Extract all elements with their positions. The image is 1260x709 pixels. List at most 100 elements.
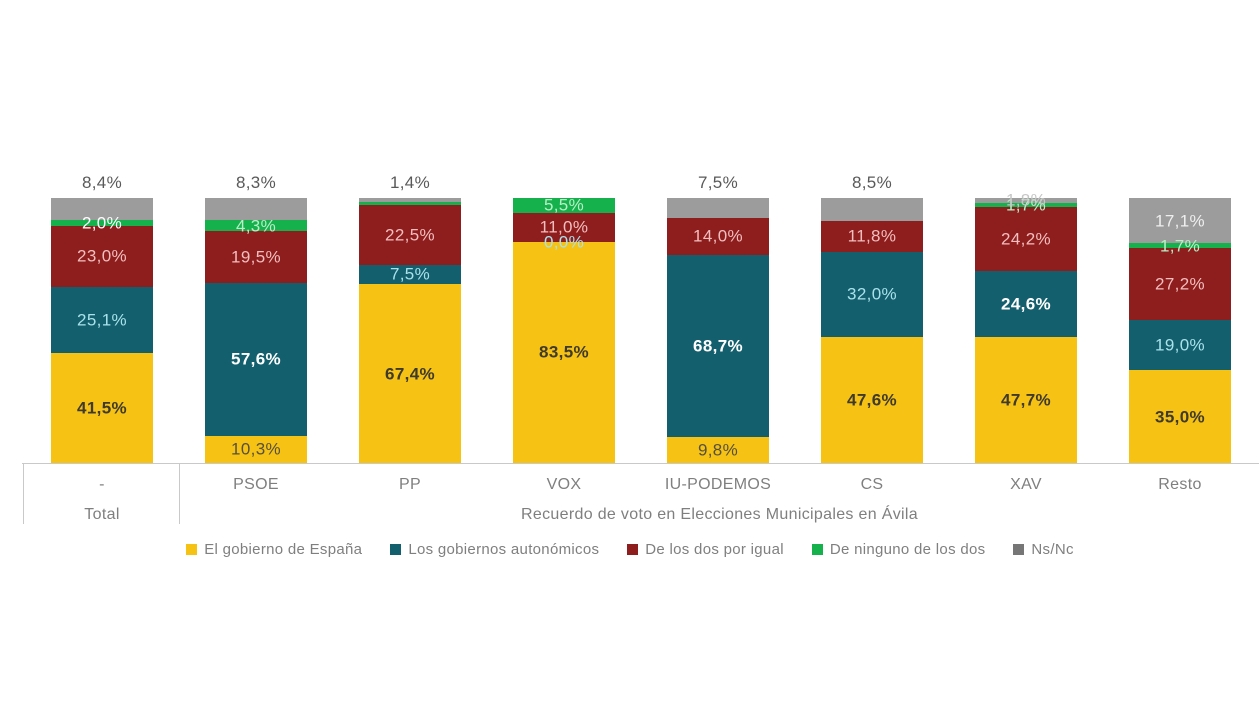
bar-top-label: 8,4% (81, 173, 123, 192)
segment-label: 9,8% (697, 440, 739, 460)
segment-label: 47,7% (1001, 390, 1051, 410)
bar-segment (821, 220, 923, 253)
bar-column: 47,6% 32,0% 11,8% 8,5% (795, 174, 949, 463)
segment-label: 5,5% (543, 195, 585, 215)
bar-column: 41,5% 25,1% 23,0% 2,0% 8,4% (25, 174, 179, 463)
bar-segment (359, 198, 461, 202)
legend-label: Ns/Nc (1031, 540, 1074, 558)
segment-label: 1,8% (1005, 190, 1047, 210)
bar-segment (51, 225, 153, 287)
bar-segment (667, 217, 769, 255)
bar-segment (205, 220, 307, 232)
legend-label: El gobierno de España (204, 540, 363, 558)
segment-label: 24,6% (1001, 294, 1051, 314)
stacked-bar: 83,5% 0,0% 11,0% 5,5% (513, 195, 615, 463)
legend-item: De los dos por igual (627, 541, 784, 558)
category-label: - (99, 476, 105, 493)
bar-segment (205, 435, 307, 463)
segment-label: 1,7% (1005, 195, 1047, 215)
bar-column: 83,5% 0,0% 11,0% 5,5% (487, 195, 641, 463)
segment-label: 17,1% (1155, 211, 1205, 231)
bar-segment (975, 336, 1077, 463)
segment-label: 27,2% (1155, 274, 1205, 294)
stacked-bar: 67,4% 7,5% 22,5% 1,4% (359, 174, 461, 463)
bar-segment (51, 220, 153, 226)
segment-label: 47,6% (847, 390, 897, 410)
bar-top-label: 7,5% (697, 173, 739, 192)
segment-label: 1,7% (1159, 236, 1201, 256)
category-label: PSOE (233, 476, 279, 493)
legend-swatch-icon (390, 543, 402, 555)
stacked-bar: 47,7% 24,6% 24,2% 1,7% 1,8% (975, 192, 1077, 463)
bar-segment (667, 437, 769, 463)
legend-swatch-icon (186, 543, 198, 555)
plot-area: 41,5% 25,1% 23,0% 2,0% 8,4% 10,3% 57,6% 19,5% 4,… (25, 174, 1257, 463)
stacked-bar: 47,6% 32,0% 11,8% 8,5% (821, 174, 923, 463)
segment-label: 25,1% (77, 310, 127, 330)
segment-label: 41,5% (77, 398, 127, 418)
segment-label: 19,0% (1155, 335, 1205, 355)
bar-segment (1129, 319, 1231, 371)
segment-label: 22,5% (385, 225, 435, 245)
bar-segment (359, 284, 461, 463)
bar-segment (975, 202, 1077, 208)
axis-border-left (23, 463, 24, 524)
bar-top-label: 1,4% (389, 173, 431, 192)
axis-group-divider (179, 463, 180, 524)
segment-label: 23,0% (77, 246, 127, 266)
bar-segment (205, 231, 307, 284)
legend-swatch-icon (1013, 543, 1025, 555)
stacked-bar: 41,5% 25,1% 23,0% 2,0% 8,4% (51, 174, 153, 463)
bar-segment (359, 264, 461, 285)
segment-label: 35,0% (1155, 407, 1205, 427)
category-label: CS (860, 476, 884, 493)
bar-segment (1129, 243, 1231, 248)
bar-segment (821, 336, 923, 463)
bar-segment (1129, 247, 1231, 320)
stacked-bar: 35,0% 19,0% 27,2% 1,7% 17,1% (1129, 198, 1231, 463)
segment-label: 14,0% (693, 226, 743, 246)
bar-segment (821, 198, 923, 221)
segment-label: 4,3% (235, 216, 277, 236)
legend-swatch-icon (811, 543, 823, 555)
bar-segment (359, 204, 461, 265)
segment-label: 0,0% (543, 232, 585, 252)
bar-segment (513, 212, 615, 242)
bar-top-label: 8,3% (235, 173, 277, 192)
segment-label: 57,6% (231, 349, 281, 369)
legend-item: El gobierno de España (186, 541, 362, 558)
bar-segment (359, 201, 461, 205)
bar-segment (513, 198, 615, 213)
bar-segment (51, 198, 153, 221)
bar-column: 9,8% 68,7% 14,0% 7,5% (641, 174, 795, 463)
bar-top-label: 8,5% (851, 173, 893, 193)
bar-column: 67,4% 7,5% 22,5% 1,4% (333, 174, 487, 463)
bar-segment (205, 198, 307, 220)
bar-segment (821, 252, 923, 337)
category-label: Resto (1158, 476, 1202, 493)
legend-label: Los gobiernos autonómicos (408, 540, 600, 558)
segment-label: 11,8% (847, 226, 897, 246)
legend-label: De los dos por igual (645, 540, 784, 558)
segment-label: 67,4% (385, 364, 435, 384)
segment-label: 7,5% (389, 264, 431, 284)
category-label: XAV (1010, 476, 1042, 493)
bar-segment (667, 198, 769, 218)
bar-segment (51, 286, 153, 354)
bar-segment (975, 271, 1077, 337)
stacked-bar: 10,3% 57,6% 19,5% 4,3% 8,3% (205, 174, 307, 463)
bar-segment (205, 283, 307, 436)
bar-column: 35,0% 19,0% 27,2% 1,7% 17,1% (1103, 198, 1257, 463)
segment-label: 68,7% (693, 336, 743, 356)
bar-segment (975, 198, 1077, 203)
bar-column: 10,3% 57,6% 19,5% 4,3% 8,3% (179, 174, 333, 463)
legend-item: De ninguno de los dos (811, 541, 986, 558)
bar-segment (51, 353, 153, 463)
legend-item: Ns/Nc (1013, 541, 1073, 558)
category-label: VOX (546, 476, 582, 493)
x-group-label-total: Total (84, 506, 120, 523)
segment-label: 10,3% (231, 439, 281, 459)
bar-segment (513, 241, 615, 463)
bar-column: 47,7% 24,6% 24,2% 1,7% 1,8% (949, 192, 1103, 463)
x-axis-line (22, 463, 1259, 464)
